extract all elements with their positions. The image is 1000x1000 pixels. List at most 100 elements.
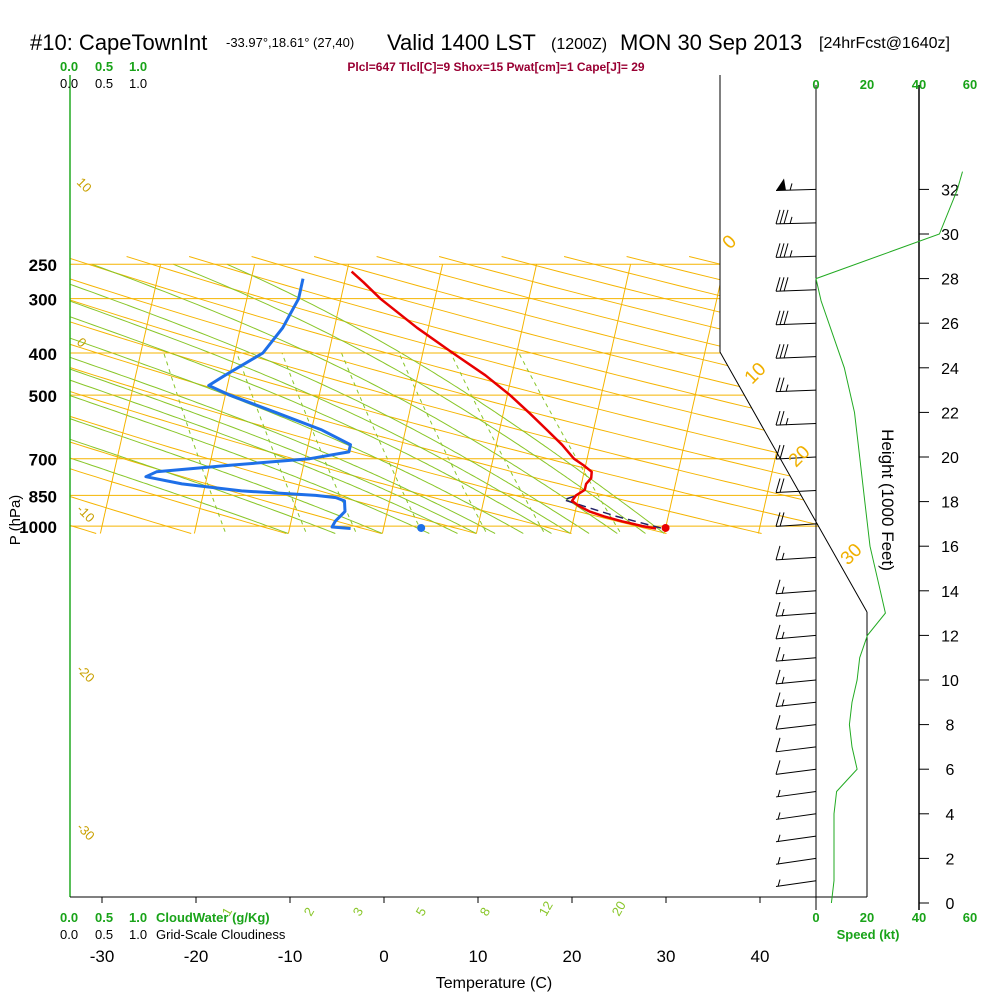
wind-barb-flag xyxy=(779,478,785,493)
height-tick-label: 14 xyxy=(941,584,959,601)
height-wind-profile xyxy=(815,171,963,904)
moist-adiabat-line xyxy=(70,418,383,534)
isotherm-line xyxy=(946,264,1000,533)
wind-barb-staff xyxy=(775,768,817,775)
x-tick-label: 0 xyxy=(379,947,388,966)
wind-barb xyxy=(775,545,817,561)
wind-barb-flag xyxy=(775,760,781,775)
valid-utc: (1200Z) xyxy=(551,36,607,53)
moist-adiabats xyxy=(70,263,665,534)
cloudiness-label: Grid-Scale Cloudiness xyxy=(156,927,286,942)
wind-barb-half xyxy=(789,183,793,191)
wind-barb-staff xyxy=(775,389,817,393)
p-tick-label: 250 xyxy=(29,256,57,275)
wind-barb-staff xyxy=(775,523,817,527)
wind-barb xyxy=(775,512,817,527)
cloudwater-scale-bottom: 1.0 xyxy=(129,910,147,925)
wind-barb xyxy=(775,579,817,595)
height-tick-label: 26 xyxy=(941,316,959,333)
x-tick-label: 10 xyxy=(469,947,488,966)
wind-barb-flag xyxy=(779,344,785,359)
station-coords: -33.97°,18.61° (27,40) xyxy=(226,35,354,50)
speed-ticks-top: 0 20 40 60 xyxy=(812,77,977,92)
wind-barb xyxy=(775,601,817,617)
wind-barb-staff xyxy=(775,489,817,494)
dry-adiabat-line xyxy=(70,278,867,495)
moist-adiabat-line xyxy=(70,356,496,534)
speed-tick-top: 40 xyxy=(912,77,926,92)
wind-barb-staff xyxy=(775,255,817,258)
wind-barb-half xyxy=(777,857,781,865)
dry-adiabat-line xyxy=(376,256,867,382)
height-tick-label: 2 xyxy=(946,851,955,868)
wind-barb xyxy=(775,669,817,685)
wind-barb xyxy=(775,624,817,640)
wind-barb-flag xyxy=(775,410,781,426)
speed-label: Speed (kt) xyxy=(837,927,900,942)
height-tick-label: 20 xyxy=(941,450,959,467)
speed-tick-top: 0 xyxy=(812,77,819,92)
wind-barb-flag xyxy=(783,310,789,325)
p-tick-label: 400 xyxy=(29,345,57,364)
cloudwater-scale-bottom: 0.0 xyxy=(60,910,78,925)
parcel-line xyxy=(561,494,662,529)
wind-barb-staff xyxy=(775,857,817,865)
wind-barb-half xyxy=(781,631,785,639)
moist-adiabat-line xyxy=(70,283,590,534)
wind-barb-flag xyxy=(775,444,781,460)
cloudwater-scale-top: 0.5 xyxy=(95,59,113,74)
isotherm-line xyxy=(381,264,444,534)
isotherm-line xyxy=(193,264,256,534)
wind-barb-staff xyxy=(775,322,817,326)
wind-barb-flag xyxy=(779,410,785,426)
wind-barb-flag xyxy=(775,579,781,594)
wind-barb-half xyxy=(777,789,781,798)
x-tick-label: 30 xyxy=(657,947,676,966)
wind-barb xyxy=(775,812,817,820)
wind-barb xyxy=(775,243,817,258)
wind-barb-half xyxy=(785,417,789,426)
dry-adiabat-line xyxy=(188,256,867,436)
moist-adiabat-line xyxy=(70,368,477,534)
wind-barb-half xyxy=(777,834,781,842)
height-tick-label: 22 xyxy=(941,405,959,422)
wind-barb-half xyxy=(785,384,789,392)
speed-tick-bottom: 20 xyxy=(860,910,874,925)
cloud-scale-bottom: 0.0 0.5 1.0 CloudWater (g/Kg) 0.0 0.5 1.… xyxy=(60,910,286,942)
wind-barb xyxy=(775,310,817,326)
moist-adiabat-line xyxy=(173,263,646,534)
speed-ticks-bottom: 0 20 40 60 xyxy=(812,910,977,925)
wind-barb-flag xyxy=(775,277,781,292)
p-tick-label: 850 xyxy=(29,487,57,506)
wind-barb-staff xyxy=(775,456,817,460)
p-tick-label: 500 xyxy=(29,387,57,406)
wind-barb-staff xyxy=(775,289,817,292)
wind-barb-flag xyxy=(779,512,785,527)
x-tick-label: -20 xyxy=(184,947,209,966)
mixing-ratio-label: 3 xyxy=(350,905,367,919)
wind-barb-staff xyxy=(775,813,817,820)
moist-adiabat-line xyxy=(91,263,618,534)
cloudiness-scale-top: 1.0 xyxy=(129,76,147,91)
forecast-tag: [24hrFcst@1640z] xyxy=(819,35,950,52)
wind-barb-staff xyxy=(775,423,817,426)
cloudiness-scale-top: 0.5 xyxy=(95,76,113,91)
wind-barb xyxy=(775,478,817,494)
wind-barb-flag xyxy=(775,669,781,684)
valid-date: MON 30 Sep 2013 xyxy=(620,30,802,55)
cloudiness-scale-bottom: 0.0 xyxy=(60,927,78,942)
dewpoint-line xyxy=(144,278,352,530)
x-tick-label: -30 xyxy=(90,947,115,966)
cloudwater-scale-top: 1.0 xyxy=(129,59,147,74)
speed-tick-bottom: 60 xyxy=(963,910,977,925)
surface-dewpoint-point xyxy=(417,523,426,532)
wind-barb xyxy=(775,692,817,708)
mixing-ratio-label: 20 xyxy=(609,898,629,918)
wind-barb-staff xyxy=(775,590,817,595)
height-tick-label: 32 xyxy=(941,182,959,199)
dry-adiabat-line xyxy=(251,256,867,418)
wind-barb-staff xyxy=(775,835,817,843)
dry-adiabat-line xyxy=(939,257,1000,534)
height-tick-label: 6 xyxy=(946,762,955,779)
